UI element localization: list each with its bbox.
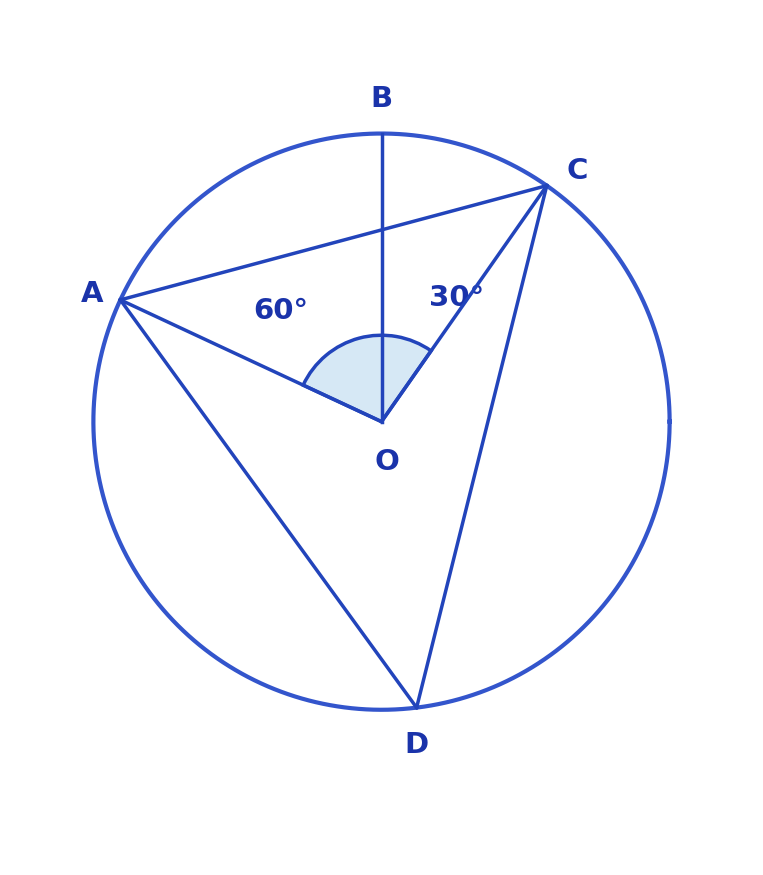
Text: O: O — [375, 448, 400, 476]
Text: 60°: 60° — [253, 298, 308, 326]
Text: 30°: 30° — [430, 284, 485, 312]
Text: D: D — [404, 731, 429, 759]
Text: C: C — [567, 158, 588, 186]
Wedge shape — [303, 335, 431, 422]
Text: A: A — [81, 280, 103, 308]
Text: B: B — [371, 86, 392, 114]
